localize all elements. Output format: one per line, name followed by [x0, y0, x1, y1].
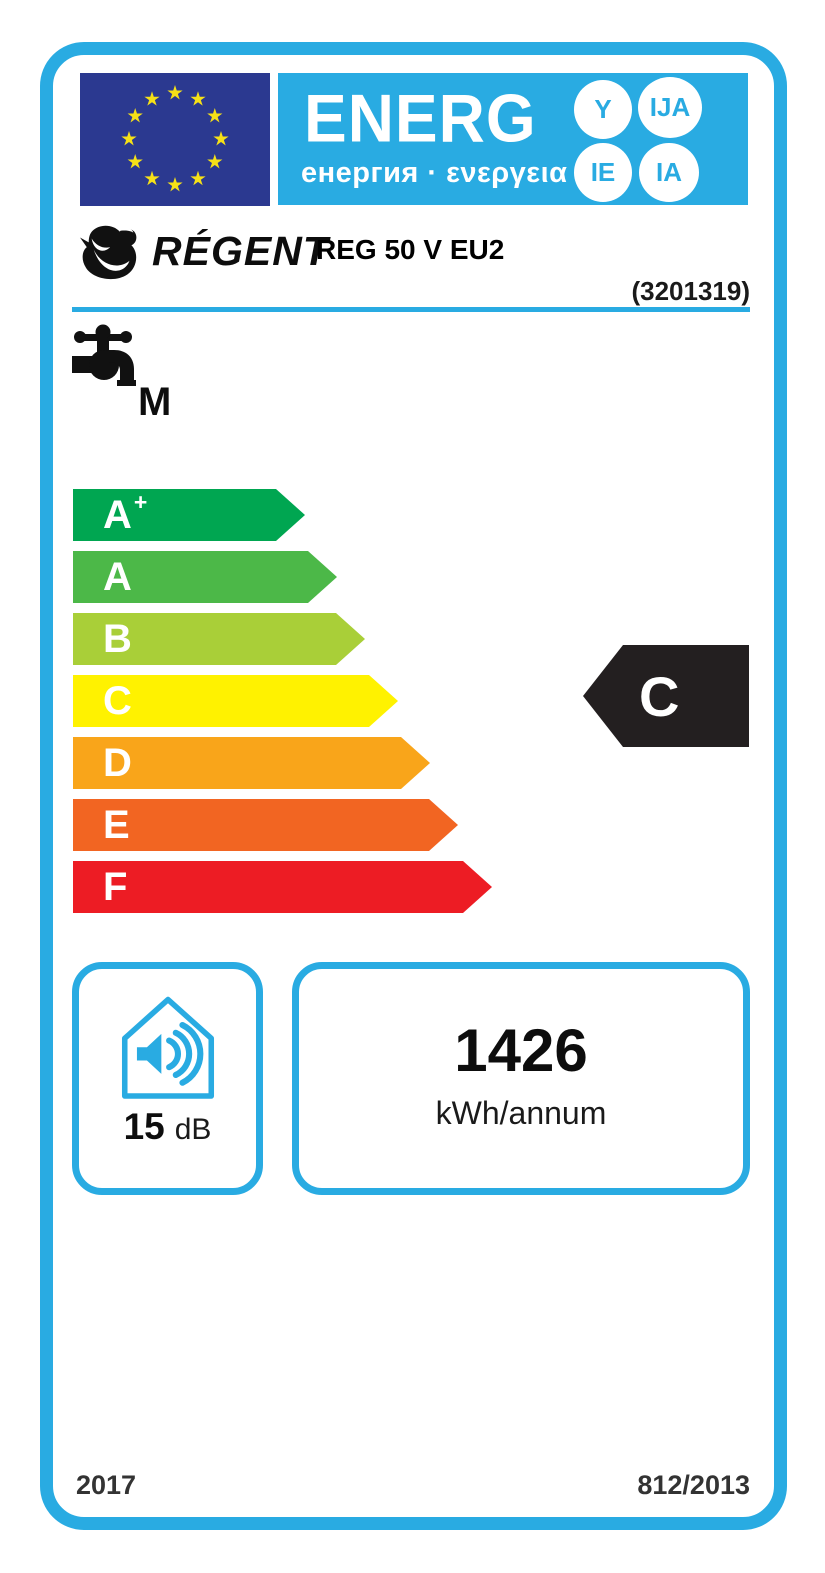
- divider-line: [72, 307, 750, 312]
- rating-letter: B: [103, 617, 132, 661]
- energy-unit: kWh/annum: [435, 1095, 607, 1131]
- noise-value-row: 15 dB: [79, 1106, 256, 1148]
- rating-letter: E: [103, 803, 130, 847]
- brand-name: RÉGENT: [152, 228, 329, 274]
- rating-letter: A: [103, 493, 132, 537]
- energy-value: 1426: [454, 1017, 588, 1084]
- house-speaker-icon: [79, 989, 256, 1106]
- rating-letter: D: [103, 741, 132, 785]
- energ-suffix-y: Y: [574, 80, 632, 139]
- rating-arrow-f: F: [73, 861, 492, 913]
- rating-letter: A: [103, 555, 132, 599]
- eu-flag-icon: [80, 73, 270, 206]
- rating-arrow-c: C: [73, 675, 398, 727]
- selected-class-letter: C: [639, 664, 680, 728]
- rating-arrow-a: A: [73, 551, 337, 603]
- rating-arrow-d: D: [73, 737, 430, 789]
- energ-word: ENERG: [304, 80, 537, 157]
- rating-scale: A + A B C D E F: [73, 489, 492, 913]
- selected-class-pointer: C: [583, 645, 749, 747]
- noise-value: 15: [123, 1106, 165, 1147]
- bird-logo-icon: [78, 221, 146, 290]
- model-code: (3201319): [631, 276, 750, 306]
- rating-arrow-e: E: [73, 799, 458, 851]
- rating-arrow-b: B: [73, 613, 365, 665]
- rating-arrow-a-plus: A +: [73, 489, 305, 541]
- energ-header: ENERG енергия · ενεργεια Y IJA IE IA: [278, 73, 748, 205]
- energ-suffix-ie: IE: [574, 143, 632, 202]
- energy-consumption-box: 1426 kWh/annum: [292, 962, 750, 1195]
- model-name: REG 50 V EU2: [316, 234, 505, 265]
- eu-stars: [121, 85, 229, 192]
- regulation-number: 812/2013: [637, 1470, 750, 1500]
- rating-letter-sup: +: [133, 488, 148, 515]
- noise-unit: dB: [174, 1113, 212, 1146]
- rating-letter: C: [103, 679, 132, 723]
- noise-box: 15 dB: [72, 962, 263, 1195]
- energ-suffix-ija: IJA: [638, 77, 702, 138]
- energ-suffix-ia: IA: [639, 143, 699, 202]
- rating-letter: F: [103, 865, 128, 909]
- label-year: 2017: [76, 1470, 137, 1500]
- tap-icon: [70, 324, 142, 395]
- load-profile-letter: M: [138, 380, 172, 424]
- energ-subtitle: енергия · ενεργεια: [301, 157, 568, 189]
